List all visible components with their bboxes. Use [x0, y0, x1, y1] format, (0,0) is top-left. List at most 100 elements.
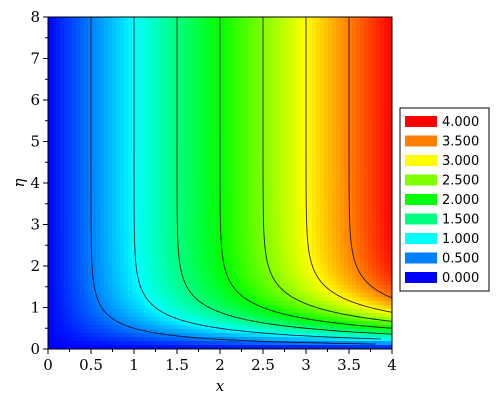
- heatmap-cell: [288, 137, 293, 142]
- heatmap-cell: [156, 205, 161, 210]
- heatmap-cell: [172, 93, 177, 98]
- heatmap-cell: [56, 181, 61, 186]
- heatmap-cell: [164, 221, 169, 226]
- heatmap-cell: [196, 73, 201, 78]
- heatmap-cell: [300, 25, 305, 30]
- heatmap-cell: [100, 173, 105, 178]
- heatmap-cell: [364, 49, 369, 54]
- heatmap-cell: [88, 61, 93, 66]
- heatmap-cell: [320, 93, 325, 98]
- heatmap-cell: [100, 133, 105, 138]
- heatmap-cell: [76, 53, 81, 58]
- heatmap-cell: [180, 117, 185, 122]
- heatmap-cell: [104, 29, 109, 34]
- heatmap-cell: [116, 165, 121, 170]
- heatmap-cell: [364, 221, 369, 226]
- heatmap-cell: [364, 205, 369, 210]
- heatmap-cell: [136, 181, 141, 186]
- heatmap-cell: [76, 21, 81, 26]
- heatmap-cell: [252, 85, 257, 90]
- heatmap-cell: [216, 69, 221, 74]
- heatmap-cell: [352, 129, 357, 134]
- heatmap-cell: [160, 101, 165, 106]
- heatmap-cell: [340, 41, 345, 46]
- heatmap-cell: [216, 61, 221, 66]
- heatmap-cell: [124, 237, 129, 242]
- heatmap-cell: [200, 205, 205, 210]
- heatmap-cell: [328, 149, 333, 154]
- heatmap-cell: [164, 157, 169, 162]
- heatmap-cell: [232, 189, 237, 194]
- heatmap-cell: [320, 77, 325, 82]
- heatmap-cell: [312, 61, 317, 66]
- heatmap-cell: [256, 193, 261, 198]
- heatmap-cell: [324, 29, 329, 34]
- heatmap-cell: [236, 161, 241, 166]
- heatmap-cell: [140, 213, 145, 218]
- heatmap-cell: [100, 57, 105, 62]
- heatmap-cell: [148, 169, 153, 174]
- heatmap-cell: [148, 133, 153, 138]
- heatmap-cell: [140, 21, 145, 26]
- heatmap-cell: [188, 129, 193, 134]
- heatmap-cell: [316, 229, 321, 234]
- heatmap-cell: [308, 133, 313, 138]
- heatmap-cell: [196, 69, 201, 74]
- heatmap-cell: [324, 161, 329, 166]
- heatmap-cell: [324, 101, 329, 106]
- heatmap-cell: [368, 129, 373, 134]
- heatmap-cell: [76, 41, 81, 46]
- heatmap-cell: [52, 45, 57, 50]
- heatmap-cell: [380, 121, 385, 126]
- heatmap-cell: [64, 65, 69, 70]
- heatmap-cell: [212, 185, 217, 190]
- heatmap-cell: [148, 21, 153, 26]
- heatmap-cell: [88, 117, 93, 122]
- heatmap-cell: [228, 169, 233, 174]
- heatmap-cell: [388, 17, 392, 22]
- heatmap-cell: [220, 173, 225, 178]
- heatmap-cell: [172, 145, 177, 150]
- heatmap-cell: [108, 105, 113, 110]
- heatmap-cell: [88, 181, 93, 186]
- heatmap-cell: [140, 61, 145, 66]
- heatmap-cell: [248, 141, 253, 146]
- heatmap-cell: [384, 145, 389, 150]
- heatmap-cell: [192, 105, 197, 110]
- heatmap-cell: [356, 225, 361, 230]
- heatmap-cell: [228, 221, 233, 226]
- heatmap-cell: [380, 17, 385, 22]
- heatmap-cell: [188, 133, 193, 138]
- heatmap-cell: [80, 37, 85, 42]
- heatmap-cell: [180, 73, 185, 78]
- heatmap-cell: [164, 25, 169, 30]
- heatmap-cell: [88, 125, 93, 130]
- heatmap-cell: [248, 101, 253, 106]
- heatmap-cell: [300, 209, 305, 214]
- heatmap-cell: [144, 101, 149, 106]
- heatmap-cell: [116, 153, 121, 158]
- heatmap-cell: [268, 29, 273, 34]
- heatmap-cell: [316, 89, 321, 94]
- heatmap-cell: [260, 41, 265, 46]
- heatmap-cell: [152, 201, 157, 206]
- heatmap-cell: [84, 93, 89, 98]
- heatmap-cell: [348, 77, 353, 82]
- heatmap-cell: [344, 185, 349, 190]
- heatmap-cell: [248, 73, 253, 78]
- heatmap-cell: [344, 101, 349, 106]
- heatmap-cell: [272, 157, 277, 162]
- heatmap-cell: [112, 169, 117, 174]
- heatmap-cell: [236, 125, 241, 130]
- heatmap-cell: [156, 233, 161, 238]
- heatmap-cell: [216, 145, 221, 150]
- heatmap-cell: [120, 177, 125, 182]
- heatmap-cell: [292, 137, 297, 142]
- heatmap-cell: [52, 141, 57, 146]
- heatmap-cell: [356, 153, 361, 158]
- heatmap-cell: [360, 141, 365, 146]
- heatmap-cell: [168, 29, 173, 34]
- heatmap-cell: [184, 105, 189, 110]
- heatmap-cell: [124, 25, 129, 30]
- heatmap-cell: [152, 177, 157, 182]
